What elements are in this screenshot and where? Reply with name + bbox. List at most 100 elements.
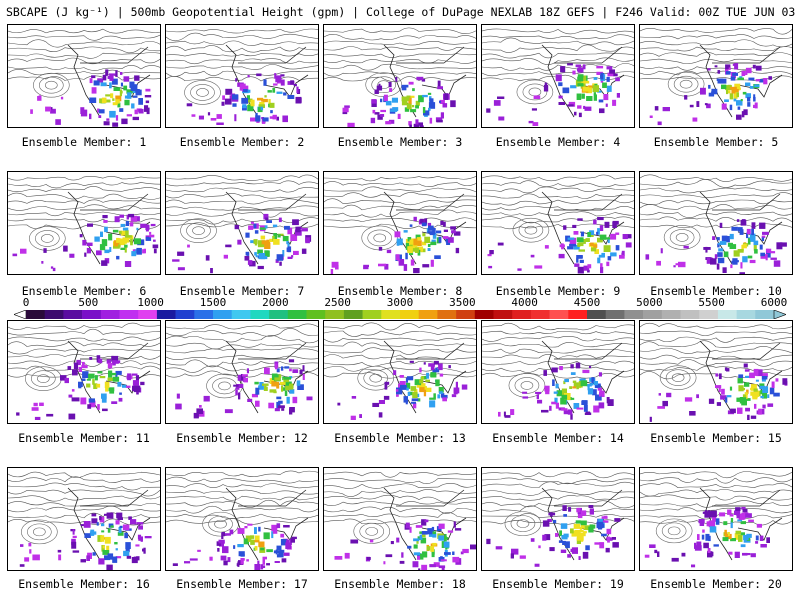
cape-cell [549,405,552,411]
height-contour [44,80,58,90]
cape-cell [750,553,756,558]
cape-cell [383,94,388,102]
cape-cell [560,397,567,405]
cape-cell [782,378,788,385]
cape-cell [276,545,282,551]
cape-cell [199,405,202,408]
cape-cell [258,541,265,548]
cape-cell [734,551,740,558]
height-contour [8,505,160,513]
cape-cell [286,396,290,404]
colorbar-tick-label: 3500 [449,296,476,309]
cape-cell [145,100,150,104]
cape-cell [264,95,267,98]
map-image [166,174,318,274]
ensemble-member-label: Ensemble Member: 18 [334,577,466,591]
cape-cell [438,565,446,569]
coastline [67,487,151,561]
cape-cell [584,412,592,415]
cape-cell [748,77,755,81]
height-contour [640,174,792,182]
cape-cell [723,251,729,258]
cape-cell [104,226,108,233]
cape-cell [112,98,115,101]
cape-cell [415,119,419,125]
cape-cell [86,555,90,561]
height-contour [655,518,693,544]
cape-cell [419,383,426,388]
cape-cell [240,558,244,565]
cape-cell [282,376,286,381]
height-contour [640,482,792,489]
cape-cell [737,106,741,110]
colorbar-swatch [587,310,606,319]
cape-cell [673,265,676,268]
colorbar-swatch [119,310,139,319]
cape-cell [126,114,132,117]
height-contour [8,512,160,519]
cape-cell [577,83,584,87]
cape-cell [410,259,415,266]
cape-cell [746,228,751,235]
cape-cell [34,416,41,420]
height-contour [218,381,231,391]
cape-cell [110,93,114,99]
cape-cell [606,397,610,404]
cape-cell [603,245,611,252]
cape-cell [219,541,224,547]
cape-cell [776,242,783,250]
colorbar-tick-label: 2000 [262,296,289,309]
cape-cell [390,541,394,545]
cape-cell [109,82,112,89]
colorbar-swatch [605,310,625,319]
height-contour [482,336,634,342]
cape-cell [288,359,295,363]
cape-cell [134,109,138,115]
cape-cell [262,119,265,124]
cape-cell [721,388,725,395]
cape-cell [656,260,661,266]
height-contour [324,186,476,193]
cape-cell [420,218,424,223]
colorbar-swatch [381,310,401,319]
height-contour [363,369,389,387]
cape-cell [105,69,109,76]
cape-cell [408,98,411,105]
cape-cell [135,375,139,382]
cape-cell [97,535,102,542]
cape-cell [410,386,417,391]
cape-cell [587,264,592,269]
cape-cell [534,265,543,269]
cape-cell [88,398,95,403]
cape-cell [370,117,376,124]
cape-cell [142,548,146,552]
cape-cell [400,384,407,390]
cape-cell [745,393,748,396]
cape-cell [58,554,62,561]
cape-cell [549,547,555,552]
cape-cell [254,230,259,234]
cape-cell [580,380,588,387]
cape-cell [89,400,96,408]
height-contour [166,28,318,34]
cape-cell [748,519,754,523]
cape-cell [560,66,566,73]
cape-cell [593,94,597,101]
cape-cell [79,234,83,238]
cape-cell [244,255,250,261]
cape-cell [590,247,596,252]
height-contour [522,83,548,101]
cape-cell [577,266,584,274]
cape-cell [542,534,547,541]
cape-cell [286,241,289,245]
cape-cell [118,527,122,534]
cape-cell [753,240,759,246]
cape-cell [721,103,727,110]
cape-cell [237,374,245,381]
cape-cell [115,372,118,378]
cape-cell [537,399,543,404]
cape-cell [344,105,350,108]
cape-cell [563,380,566,385]
cape-cell [97,78,104,83]
height-contour [640,336,792,343]
